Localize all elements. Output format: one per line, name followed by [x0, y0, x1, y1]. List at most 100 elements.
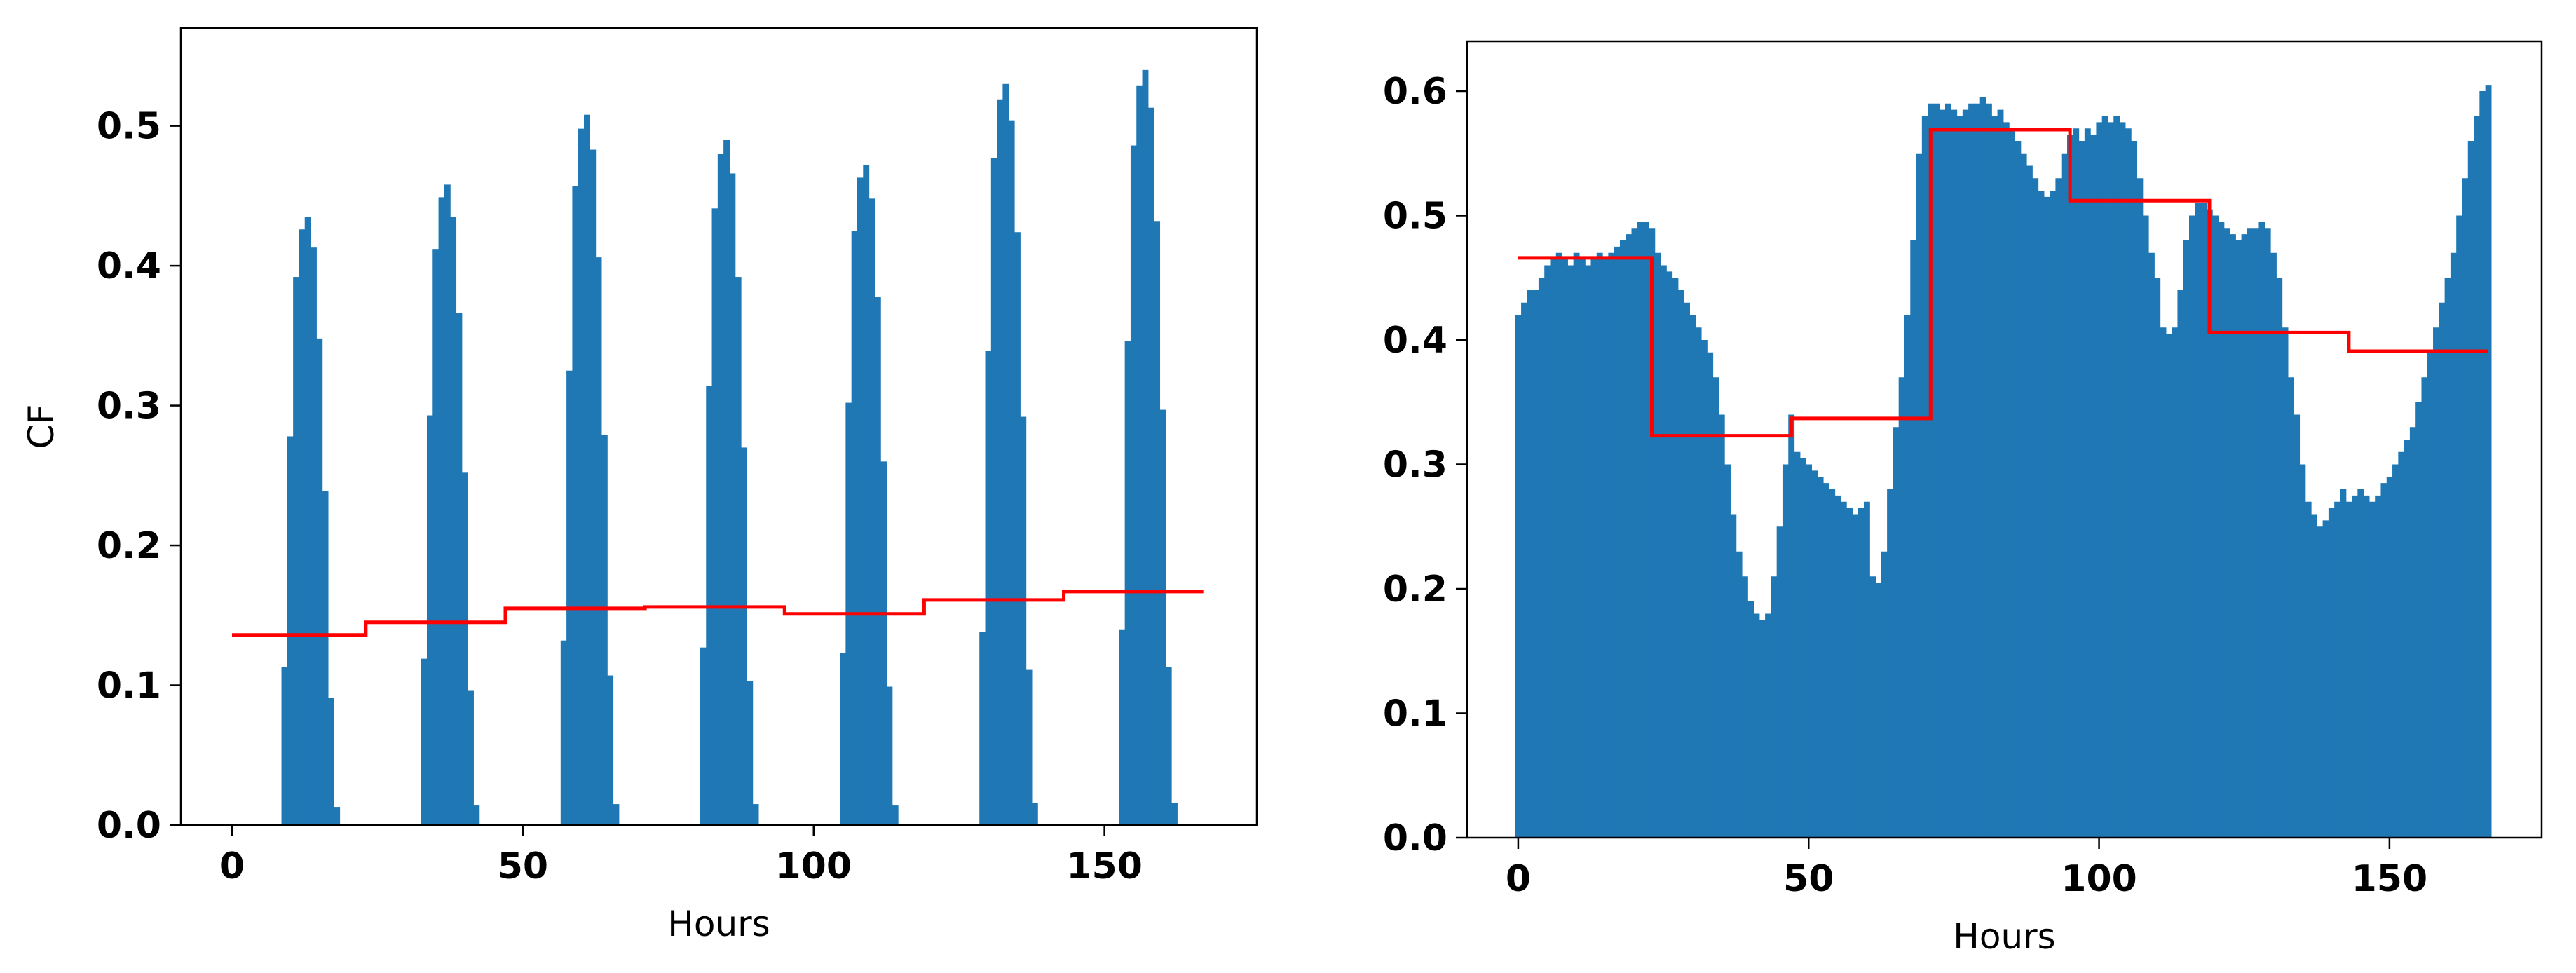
bar — [1666, 271, 1673, 838]
bar — [2299, 464, 2306, 838]
bar — [2055, 178, 2062, 838]
bar — [2456, 215, 2463, 838]
bar — [2003, 122, 2010, 838]
bar — [2328, 508, 2335, 838]
bar — [2317, 526, 2324, 838]
bar — [311, 247, 317, 825]
bar — [874, 296, 881, 825]
bar — [1997, 109, 2004, 838]
bar — [1933, 103, 1940, 838]
bar — [1887, 489, 1893, 838]
bar — [2230, 234, 2236, 838]
bar — [1736, 551, 1743, 838]
bar — [1806, 464, 1812, 838]
bar — [1538, 278, 1545, 838]
bar — [2148, 252, 2155, 838]
bar — [1863, 501, 1870, 838]
average-line — [1518, 128, 2488, 438]
bar — [287, 436, 294, 825]
average-line — [232, 590, 1204, 637]
bar — [426, 415, 433, 825]
bar — [2015, 141, 2022, 838]
bar — [2415, 402, 2422, 838]
y-tick-label: 0.0 — [97, 805, 161, 847]
bar — [2235, 240, 2242, 838]
bar — [1637, 222, 1644, 838]
bar — [2253, 228, 2260, 838]
bar — [2107, 122, 2114, 838]
bar — [1555, 252, 1562, 838]
bar — [2363, 495, 2370, 838]
bar — [1550, 259, 1557, 838]
bar — [985, 351, 992, 826]
bar — [2073, 128, 2080, 838]
bar — [322, 491, 329, 825]
plot-frame — [1466, 40, 2543, 839]
y-tick-label: 0.0 — [1383, 817, 1447, 859]
bar — [2195, 203, 2202, 838]
bar — [1951, 109, 1958, 838]
bar — [741, 447, 747, 825]
bar — [456, 313, 463, 825]
bar — [2032, 178, 2039, 838]
bar — [857, 177, 864, 826]
bar — [2206, 209, 2213, 838]
bar — [2183, 240, 2190, 838]
bar — [473, 805, 480, 825]
bar — [1025, 669, 1033, 825]
bar — [1962, 109, 1969, 838]
bar — [468, 690, 474, 825]
bar — [595, 257, 602, 825]
bar — [1695, 327, 1702, 838]
bar — [421, 658, 428, 825]
bar — [717, 154, 724, 826]
bar — [2270, 252, 2277, 838]
bar — [2276, 278, 2283, 838]
bar — [607, 675, 614, 825]
bar — [2026, 165, 2033, 838]
bar — [1811, 470, 1818, 838]
bar — [281, 667, 288, 825]
bar — [979, 632, 986, 825]
bar — [1799, 458, 1806, 838]
bar — [2050, 191, 2057, 838]
bar — [2287, 377, 2294, 838]
bar — [2392, 464, 2399, 838]
bar — [1515, 315, 1522, 838]
bar — [2113, 116, 2120, 838]
x-tick-label: 150 — [2352, 858, 2428, 900]
bar — [2485, 85, 2492, 838]
bar — [863, 165, 870, 826]
bar — [1643, 222, 1649, 838]
bar — [1852, 514, 1859, 838]
bar — [2311, 514, 2317, 838]
bar — [1916, 153, 1923, 838]
bar — [868, 198, 875, 825]
bar — [1602, 259, 1609, 838]
bar — [2433, 327, 2439, 838]
bar — [747, 681, 754, 825]
x-tick-label: 100 — [775, 845, 852, 887]
bar — [1119, 629, 1126, 825]
bar — [1031, 803, 1038, 825]
bar — [1544, 265, 1551, 838]
bar — [2125, 128, 2132, 838]
bar — [2369, 501, 2376, 838]
bar — [2352, 495, 2358, 838]
bar — [2154, 278, 2161, 838]
y-tick-label: 0.1 — [1383, 693, 1447, 735]
chart: 0.0 0.1 0.2 0.3 0.4 0.5 0.6 0 50 100 150 Hours — [1383, 40, 2543, 957]
bar — [1701, 340, 1708, 838]
bar — [2212, 215, 2219, 838]
bar — [293, 277, 300, 825]
bar — [2427, 352, 2434, 838]
bar — [1730, 514, 1737, 838]
bar — [1672, 278, 1679, 838]
bar — [1718, 414, 1725, 838]
bar — [1008, 120, 1015, 825]
x-axis-label: Hours — [667, 904, 770, 944]
bar — [1608, 252, 1615, 838]
bar — [1567, 265, 1574, 838]
bar — [2479, 91, 2486, 838]
bar — [2334, 501, 2341, 838]
